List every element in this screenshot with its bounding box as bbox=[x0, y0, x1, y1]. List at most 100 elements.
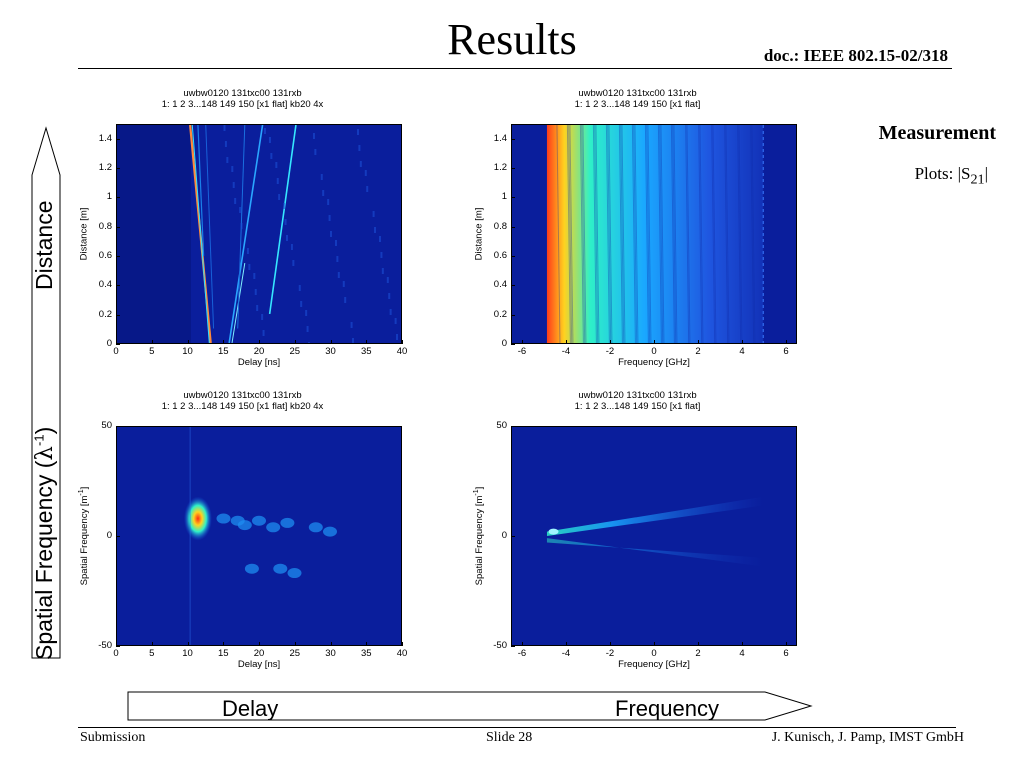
spectral-ripple bbox=[566, 125, 571, 343]
y-axis-label-text: Distance [m] bbox=[78, 207, 90, 261]
x-tick-mark bbox=[610, 642, 611, 646]
y-tick-mark bbox=[116, 285, 120, 287]
noise-speckle bbox=[356, 129, 359, 135]
x-tick-label: 5 bbox=[149, 648, 155, 659]
x-tick-mark bbox=[151, 340, 153, 344]
energy-cluster bbox=[308, 522, 323, 533]
spectral-ripple bbox=[647, 125, 652, 343]
chart-subtitle: 1: 1 2 3...148 149 150 [x1 flat] kb20 4x bbox=[161, 401, 324, 412]
noise-speckle bbox=[386, 277, 389, 283]
y-tick-mark bbox=[511, 344, 515, 345]
x-tick-label: -4 bbox=[561, 346, 571, 357]
y-tick-label: 0.2 bbox=[98, 308, 112, 320]
header-divider bbox=[78, 68, 952, 69]
x-tick-label: -6 bbox=[517, 648, 527, 659]
spectral-ripple bbox=[751, 125, 756, 343]
x-tick-label: -2 bbox=[605, 648, 615, 659]
y-tick-mark bbox=[116, 536, 120, 537]
frequency-annotation: Frequency bbox=[615, 696, 719, 721]
noise-speckle bbox=[248, 264, 251, 270]
x-tick-label: 6 bbox=[783, 648, 789, 659]
spectral-ripple bbox=[711, 125, 716, 343]
noise-speckle bbox=[374, 227, 377, 233]
noise-speckle bbox=[275, 162, 278, 168]
spectral-ripple bbox=[579, 125, 584, 343]
spectral-ripple bbox=[725, 125, 730, 343]
spectral-ripple bbox=[618, 125, 623, 343]
x-axis-label: Frequency [GHz] bbox=[618, 357, 690, 368]
spectral-ripple bbox=[712, 125, 717, 343]
y-tick-label: 1.4 bbox=[98, 132, 112, 144]
noise-speckle bbox=[285, 235, 288, 241]
noise-speckle bbox=[284, 219, 287, 225]
reflection-ridge bbox=[205, 125, 215, 329]
plots-caption: Plots: |S21| bbox=[915, 164, 988, 188]
energy-cluster bbox=[237, 520, 252, 531]
noise-speckle bbox=[278, 194, 281, 200]
y-tick-mark bbox=[116, 226, 120, 228]
noise-speckle bbox=[327, 199, 330, 205]
noise-speckle bbox=[372, 211, 375, 217]
x-tick-mark bbox=[610, 340, 611, 344]
chart-title: uwbw0120 131txc00 131rxb bbox=[578, 88, 697, 99]
frequency-distance-heatmap: uwbw0120 131txc00 131rxb 1: 1 2 3...148 1… bbox=[465, 88, 810, 376]
footer-authors: J. Kunisch, J. Pamp, IMST GmbH bbox=[771, 730, 964, 745]
footer-submission: Submission bbox=[80, 730, 146, 745]
y-tick-label: 1.2 bbox=[493, 162, 507, 173]
noise-speckle bbox=[337, 272, 340, 278]
noise-speckle bbox=[292, 260, 295, 266]
y-tick-label: 0 bbox=[501, 338, 507, 349]
y-axis-label-text: Spatial Frequency [m bbox=[79, 495, 91, 586]
spectral-ripple bbox=[581, 125, 586, 343]
chart-title: uwbw0120 131txc00 131rxb bbox=[183, 390, 302, 401]
noise-speckle bbox=[256, 305, 259, 311]
plot-area bbox=[511, 124, 797, 344]
y-tick-mark bbox=[511, 426, 515, 427]
document-reference: doc.: IEEE 802.15-02/318 bbox=[763, 46, 948, 65]
strong-peak bbox=[183, 496, 212, 541]
y-tick-label: 0 bbox=[106, 338, 112, 349]
energy-cluster bbox=[273, 563, 288, 574]
reflection-ridge bbox=[268, 125, 297, 315]
energy-cluster bbox=[323, 526, 337, 537]
x-axis-label: Delay [ns] bbox=[237, 659, 281, 670]
y-tick-mark bbox=[511, 314, 515, 316]
noise-speckle bbox=[253, 273, 256, 279]
y-axis-label: Distance [m] bbox=[474, 124, 485, 344]
x-tick-label: 2 bbox=[695, 346, 701, 357]
horizontal-axis-arrow bbox=[127, 691, 813, 721]
x-tick-mark bbox=[366, 642, 368, 646]
y-tick-label: 0 bbox=[501, 530, 507, 541]
x-tick-mark bbox=[223, 340, 225, 344]
x-tick-label: 15 bbox=[217, 648, 229, 659]
spectral-ripple bbox=[660, 125, 665, 343]
noise-speckle bbox=[261, 314, 264, 320]
lambda-symbol: λ bbox=[32, 445, 58, 461]
energy-cluster bbox=[244, 563, 259, 574]
noise-speckle bbox=[298, 285, 301, 291]
y-tick-label: 0.8 bbox=[493, 220, 507, 232]
heatmap-background bbox=[512, 427, 796, 645]
x-tick-label: 15 bbox=[217, 346, 229, 357]
x-tick-mark bbox=[259, 340, 260, 344]
noise-speckle bbox=[263, 128, 266, 134]
noise-speckle bbox=[364, 170, 367, 176]
spectral-ripple bbox=[595, 125, 600, 343]
spectrum-band bbox=[546, 125, 764, 343]
spectral-ripple bbox=[594, 125, 599, 343]
spatial-frequency-annotation-text: Spatial Frequency ( bbox=[31, 460, 57, 660]
low-frequency-peak bbox=[548, 528, 559, 535]
y-tick-label: -50 bbox=[98, 640, 112, 651]
x-tick-label: 10 bbox=[182, 346, 193, 357]
y-tick-mark bbox=[511, 226, 515, 228]
y-tick-mark bbox=[116, 138, 120, 140]
y-tick-label: 0.6 bbox=[493, 250, 507, 261]
spectral-ripple bbox=[686, 125, 691, 343]
x-tick-label: 35 bbox=[360, 346, 372, 357]
y-tick-mark bbox=[511, 536, 515, 537]
chart-title: uwbw0120 131txc00 131rxb bbox=[578, 390, 697, 401]
spatial-frequency-annotation: Spatial Frequency (λ-1) bbox=[31, 427, 58, 660]
spectral-ripple bbox=[631, 125, 636, 343]
spectral-ripple bbox=[750, 125, 755, 343]
spectral-ripple bbox=[568, 125, 573, 343]
